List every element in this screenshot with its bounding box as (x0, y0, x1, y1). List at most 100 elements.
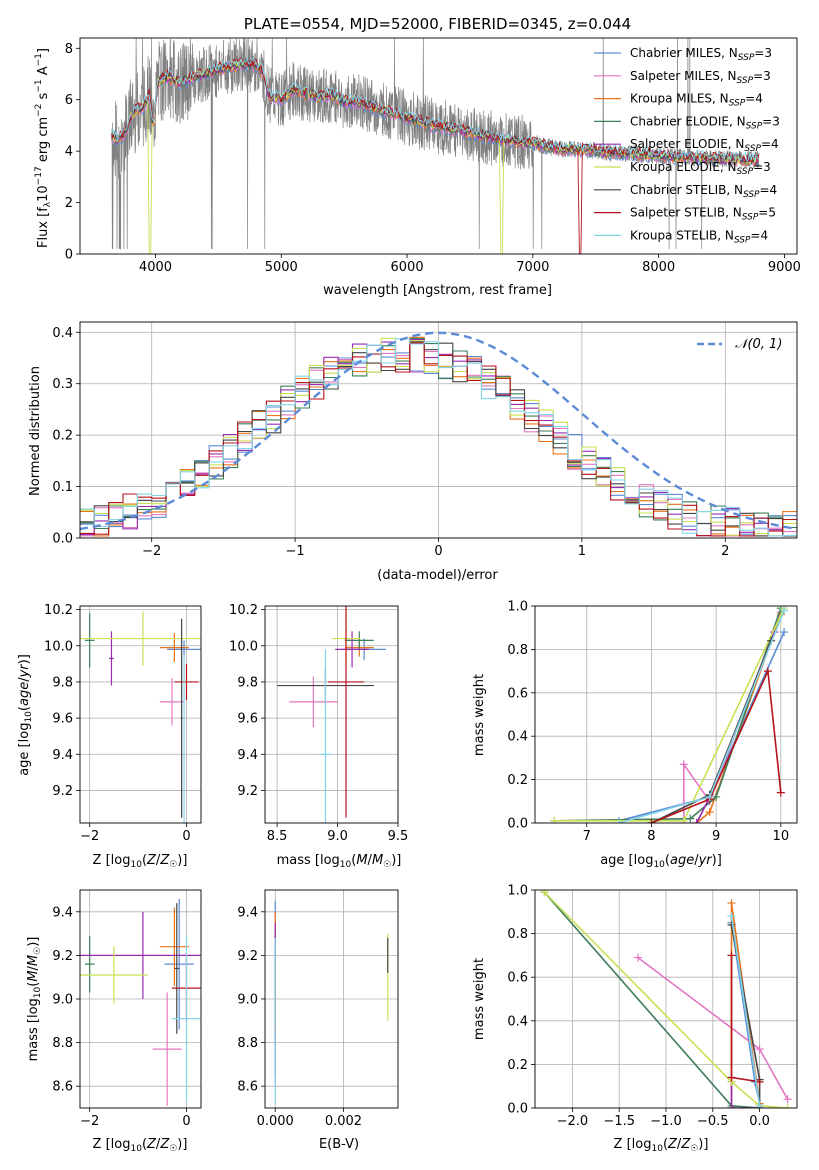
mass-vs-age-ytick-label: 9.4 (237, 748, 258, 763)
weight-marker (550, 816, 559, 823)
ebv-vs-mass-plot-area (274, 900, 389, 1104)
z-vs-mass-axes: −2 0 8.6 8.8 9.0 9.2 9.4 (52, 889, 202, 1129)
residuals-panel: −2 −1 0 1 2 0.0 0.1 0.2 0.3 0.4 (data-model)/erro… (28, 321, 798, 583)
z-vs-mass-xtick-label: 0 (182, 1114, 190, 1129)
spectrum-ytick-label: 4 (65, 145, 73, 160)
z-vs-age-xtick-label: 0 (182, 829, 190, 844)
z-vs-weight-ytick-label: 0.4 (507, 1014, 528, 1029)
z-vs-weight-xtick-label: −2.0 (557, 1114, 589, 1129)
z-vs-age-ytick-label: 9.8 (52, 675, 73, 690)
ebv-vs-mass-ytick-label: 9.2 (237, 949, 258, 964)
spectrum-xtick-label: 5000 (265, 260, 298, 275)
z-vs-age-axes: −2 0 9.2 9.4 9.6 9.8 10.0 10.2 (44, 603, 202, 844)
weight-marker (686, 814, 695, 823)
mass-vs-age-frame (264, 605, 399, 824)
weight-marker (727, 1104, 736, 1108)
weight-marker (615, 819, 624, 823)
ebv-vs-mass-grid (265, 890, 398, 1108)
z-mass-xlabel: Z [log10(Z/Z☉)] (93, 1137, 188, 1154)
z-vs-age-frame (79, 605, 202, 824)
errorbar-point-4 (80, 911, 201, 999)
ebv-vs-mass-axes: 0.000 0.002 8.6 8.8 9.0 9.2 9.4 (237, 889, 399, 1129)
weight-marker (727, 951, 736, 960)
errorbar-point-3 (344, 631, 374, 650)
legend-entry: Kroupa STELIB, NSSP=4 (630, 228, 768, 245)
z-age-ylabel: age [log10(age/yr)] (17, 654, 34, 776)
weight-series-7 (651, 668, 782, 823)
spectrum-xtick-label: 6000 (391, 260, 424, 275)
z-vs-weight-ytick-label: 1.0 (507, 884, 528, 899)
age-vs-weight-xtick-label: 7 (583, 829, 591, 844)
age-vs-weight-frame (534, 605, 798, 824)
z-vs-weight-ytick-label: 0.6 (507, 971, 528, 986)
ebv-vs-mass-xtick-label: 0.002 (325, 1114, 362, 1129)
age-vs-weight-ytick-label: 0.2 (507, 773, 528, 788)
weight-marker (755, 1101, 764, 1108)
ebv-mass-xlabel: E(B-V) (319, 1137, 359, 1152)
residuals-ytick-label: 0.1 (52, 480, 73, 495)
z-mass-ylabel: mass [log10(M/M☉)] (26, 937, 43, 1062)
z-vs-weight-axes: −2.0 −1.5 −1.0 −0.5 0.0 0.0 0.2 0.4 0.6 0.8 1.0 (507, 884, 798, 1129)
spectrum-ytick-label: 6 (65, 93, 73, 108)
age-vs-weight-axis-ticks: 7 8 9 10 0.0 0.2 0.4 0.6 0.8 1.0 (507, 600, 789, 845)
spectrum-xlabel: wavelength [Angstrom, rest frame] (323, 283, 552, 298)
mass-vs-age-ytick-label: 10.2 (229, 603, 258, 618)
residuals-ylabel: Normed distribution (28, 366, 43, 496)
z-vs-age-ytick-label: 9.6 (52, 712, 73, 727)
z-vs-weight-frame (534, 889, 798, 1109)
residuals-ytick-label: 0.4 (52, 326, 73, 341)
age-vs-weight-ytick-label: 0.8 (507, 643, 528, 658)
weight-marker (783, 1095, 792, 1104)
spectrum-xtick-label: 8000 (642, 260, 675, 275)
weight-marker (755, 1045, 764, 1054)
z-vs-age-ytick-label: 10.2 (44, 603, 73, 618)
weight-marker (776, 788, 785, 797)
z-vs-age-ytick-label: 9.2 (52, 784, 73, 799)
mass-vs-age-axes: 8.5 9.0 9.5 9.2 9.4 9.6 9.8 10.0 10.2 (229, 603, 408, 844)
spectrum-panel: PLATE=0554, MJD=52000, FIBERID=0345, z=0… (34, 15, 801, 298)
errorbar-point-1 (152, 992, 182, 1106)
spectrum-ylabel: Flux [fλ10−17 erg cm−2 s−1 A−1] (34, 48, 53, 248)
weight-marker (727, 1073, 736, 1082)
residuals-xtick-label: 0 (434, 544, 442, 559)
mass-vs-age-ytick-label: 9.8 (237, 675, 258, 690)
errorbar-point-3 (84, 935, 95, 993)
residual-histogram-5 (80, 337, 797, 537)
errorbar-point-8 (319, 649, 332, 823)
age-weight-ylabel: mass weight (472, 674, 487, 756)
mass-vs-age-axis-ticks: 8.5 9.0 9.5 9.2 9.4 9.6 9.8 10.0 10.2 (229, 603, 408, 844)
age-vs-weight-ytick-label: 1.0 (507, 600, 528, 615)
age-vs-weight-ytick-label: 0.4 (507, 730, 528, 745)
residuals-axes: −2 −1 0 1 2 0.0 0.1 0.2 0.3 0.4 (52, 321, 798, 559)
z-vs-mass-ytick-label: 9.4 (52, 905, 73, 920)
spectrum-ytick-label: 0 (65, 248, 73, 263)
model-spectrum-3 (110, 61, 760, 166)
z-vs-age-ytick-label: 9.4 (52, 748, 73, 763)
residuals-plot-area (80, 331, 797, 537)
mass-vs-age-ytick-label: 10.0 (229, 639, 258, 654)
weight-marker (705, 808, 714, 817)
mass-vs-age-xtick-label: 9.5 (388, 829, 409, 844)
weight-series-4 (730, 1081, 760, 1108)
age-vs-weight-grid (535, 605, 797, 824)
residuals-xlabel: (data-model)/error (377, 568, 498, 583)
spectrum-xtick-label: 7000 (516, 260, 549, 275)
z-vs-weight-xtick-label: −1.5 (603, 1114, 635, 1129)
ebv-vs-mass-axis-ticks: 0.000 0.002 8.6 8.8 9.0 9.2 9.4 (237, 905, 362, 1129)
z-vs-age-plot-area (80, 611, 201, 823)
errorbar-point-5 (80, 946, 148, 1004)
z-vs-weight-ytick-label: 0.0 (507, 1102, 528, 1117)
z-age-xlabel: Z [log10(Z/Z☉)] (93, 853, 188, 870)
ebv-vs-mass-ytick-label: 9.0 (237, 993, 258, 1008)
mass-vs-age-ytick-label: 9.6 (237, 712, 258, 727)
z-vs-age-xtick-label: −2 (80, 829, 99, 844)
legend-entry: Kroupa ELODIE, NSSP=3 (630, 160, 771, 177)
legend-entry: Chabrier ELODIE, NSSP=3 (630, 114, 780, 131)
weight-marker (679, 760, 688, 769)
z-vs-weight-ytick-label: 0.8 (507, 927, 528, 942)
age-vs-weight-xtick-label: 10 (773, 829, 790, 844)
z-vs-mass-xtick-label: −2 (80, 1114, 99, 1129)
z-vs-age-ytick-label: 10.0 (44, 639, 73, 654)
residuals-frame (79, 321, 798, 539)
